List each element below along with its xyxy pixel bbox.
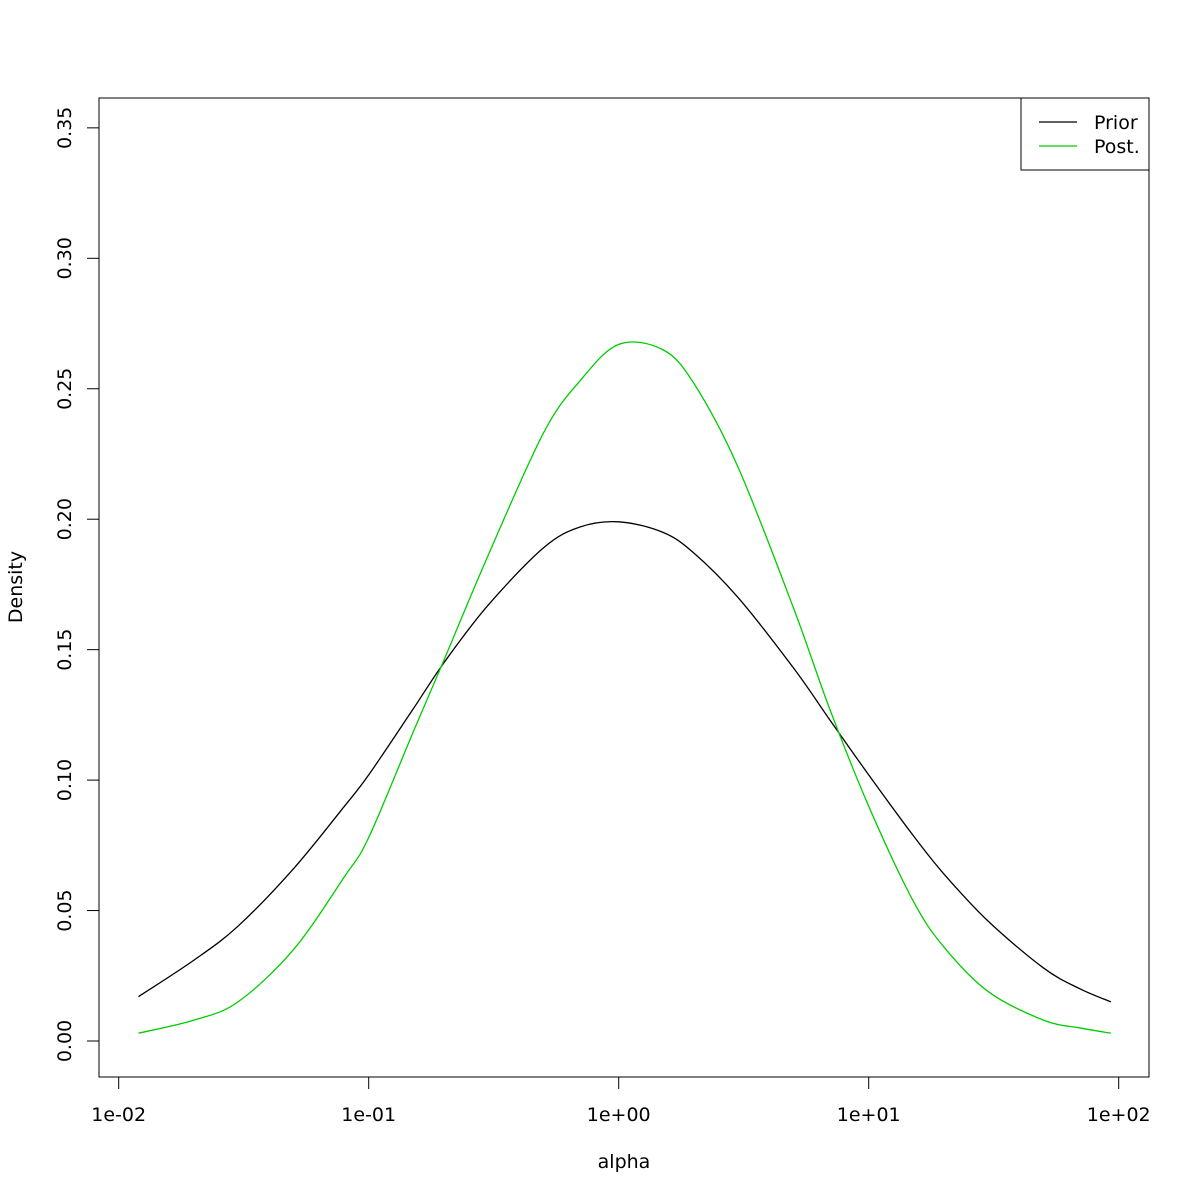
series-line-prior	[138, 520, 1112, 1003]
y-tick-label: 0.05	[54, 889, 76, 931]
x-axis-label: alpha	[598, 1151, 651, 1173]
x-tick-label: 1e-02	[91, 1104, 146, 1126]
y-tick-label: 0.15	[54, 628, 76, 670]
legend-label-prior: Prior	[1094, 112, 1138, 134]
x-tick-label: 1e+01	[837, 1104, 901, 1126]
x-tick-label: 1e-01	[341, 1104, 396, 1126]
series-line-post	[138, 341, 1111, 1034]
x-tick-label: 1e+02	[1087, 1104, 1151, 1126]
y-tick-label: 0.35	[54, 107, 76, 149]
series-layer	[138, 341, 1112, 1034]
legend-box	[1020, 97, 1150, 171]
y-axis-label: Density	[5, 551, 27, 623]
y-tick-label: 0.30	[54, 237, 76, 279]
x-tick-label: 1e+00	[587, 1104, 651, 1126]
y-tick-label: 0.20	[54, 498, 76, 540]
y-tick-label: 0.25	[54, 368, 76, 410]
y-tick-label: 0.00	[54, 1020, 76, 1062]
legend-label-post: Post.	[1094, 136, 1140, 158]
y-tick-label: 0.10	[54, 759, 76, 801]
plot-frame	[98, 97, 1150, 1078]
y-axis: 0.00 0.05 0.10 0.15 0.20 0.25 0.30 0.35	[54, 107, 100, 1062]
x-axis: 1e-02 1e-01 1e+00 1e+01 1e+02	[91, 1076, 1151, 1126]
